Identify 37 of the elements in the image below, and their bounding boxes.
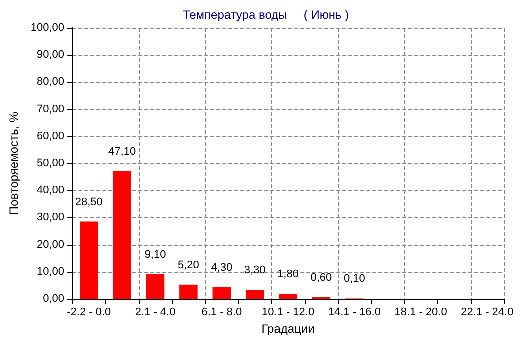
x-tick-label: 2.1 - 4.0: [135, 306, 176, 318]
y-tick-label: 50,00: [37, 158, 65, 170]
x-tick-label: 18.1 - 20.0: [394, 306, 448, 318]
y-tick-label: 40,00: [37, 184, 65, 197]
data-label: 1,80: [278, 268, 299, 281]
y-tick-label: 30,00: [37, 212, 65, 224]
y-tick-label: 60,00: [37, 130, 65, 142]
y-tick-label: 70,00: [37, 103, 65, 116]
y-axis-title: Повторяемость, %: [7, 112, 21, 216]
bar: [146, 274, 165, 299]
data-label: 0,10: [344, 273, 366, 286]
data-label: 28,50: [75, 196, 103, 208]
data-label: 5,20: [178, 259, 200, 272]
x-tick-label: 6.1 - 8.0: [202, 306, 242, 318]
x-tick-label: 10.1 - 12.0: [262, 306, 315, 318]
bar: [80, 222, 98, 299]
y-tick-label: 20,00: [37, 238, 65, 251]
data-label: 0,60: [310, 272, 332, 284]
chart-title: Температура воды ( Июнь ): [182, 8, 350, 22]
bar: [113, 171, 132, 299]
x-tick-label: 14.1 - 16.0: [328, 306, 381, 318]
y-tick-label: 0,00: [43, 293, 65, 305]
bar: [212, 287, 232, 299]
y-tick-label: 10,00: [37, 266, 65, 278]
y-tick-label: 100,00: [30, 22, 65, 34]
y-tick-label: 80,00: [37, 76, 65, 88]
bar: [279, 294, 298, 299]
x-tick-label: -2.2 - 0.0: [67, 306, 112, 318]
x-axis-title: Градации: [262, 322, 315, 336]
bar: [246, 290, 264, 299]
data-label: 3,30: [244, 264, 266, 277]
x-tick-label: 22.1 - 24.0: [461, 306, 514, 318]
data-label: 47,10: [108, 146, 136, 158]
bar: [180, 284, 198, 299]
y-tick-label: 90,00: [37, 49, 65, 62]
data-label: 9,10: [144, 248, 166, 261]
data-label: 4,30: [211, 262, 233, 274]
